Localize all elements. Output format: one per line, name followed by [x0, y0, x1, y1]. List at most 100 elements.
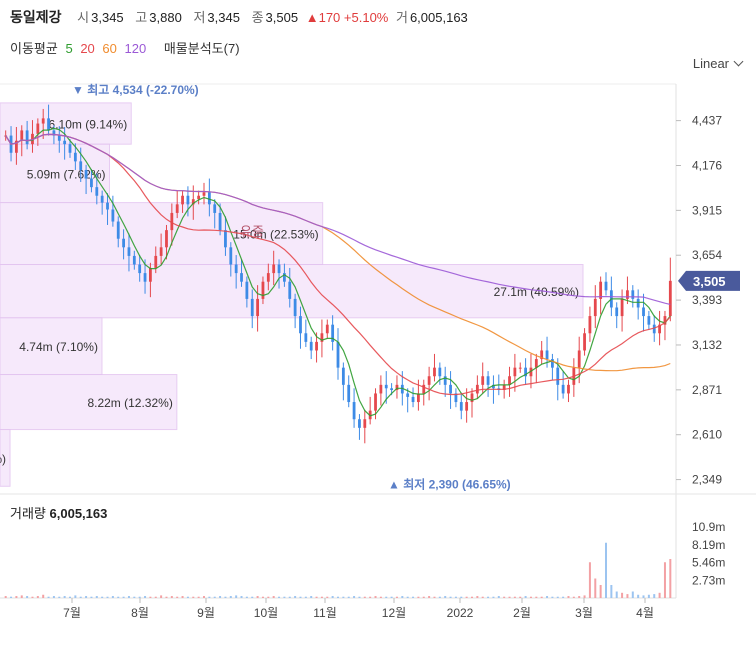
close-value: 3,505 [265, 10, 299, 25]
volume-bar [69, 596, 71, 598]
volume-bar [669, 559, 672, 598]
candle-body [626, 290, 629, 299]
volume-bar [31, 596, 34, 598]
volume-tick-label: 2.73m [692, 573, 725, 587]
candle-body [293, 298, 297, 317]
last-price-value: 3,505 [693, 274, 726, 289]
candle-body [529, 367, 533, 377]
candle-body [299, 316, 302, 334]
candle-body [41, 118, 45, 124]
price-tick-label: 3,915 [692, 203, 722, 217]
volume-bar [583, 595, 586, 598]
candle-body [234, 264, 238, 274]
volume-profile-label: 8.22m (12.32%) [87, 396, 172, 410]
volume-bar [315, 596, 318, 598]
volume-bar [438, 596, 441, 598]
volume-profile-label: 4.74m (7.10%) [19, 340, 98, 354]
volume-bar [653, 594, 656, 598]
volume-bar [63, 596, 66, 598]
volume-bar [160, 595, 163, 598]
candle-body [191, 199, 195, 205]
candle-body [427, 376, 431, 385]
candle-body [186, 195, 190, 205]
candle-body [593, 298, 597, 317]
volume-bar [138, 596, 141, 598]
volume-bar [256, 596, 259, 598]
candle-body [207, 192, 211, 205]
candle-body [197, 195, 201, 200]
candle-body [331, 324, 335, 342]
volume-bar [320, 596, 323, 598]
candle-body [631, 290, 635, 299]
time-tick-label: 8월 [131, 606, 149, 620]
volume-bar [663, 562, 666, 598]
candle-body [20, 130, 24, 141]
min-price-label: ▲ 최저 2,390 (46.65%) [388, 477, 511, 492]
volume-bar [406, 596, 409, 598]
candle-body [245, 281, 249, 299]
volume-bar [95, 596, 98, 598]
volume-bar [165, 596, 168, 598]
volume-bar [487, 596, 490, 598]
candle-body [73, 152, 77, 162]
candle-body [57, 135, 61, 141]
volume-bar [224, 596, 227, 598]
volume-bar [288, 596, 291, 598]
candle-body [240, 273, 243, 282]
volume-bar [417, 596, 420, 598]
volume-bar [15, 596, 18, 598]
volume-bar [524, 596, 527, 598]
volume-bar [444, 596, 447, 598]
scale-label: Linear [692, 56, 729, 71]
volume-bar [422, 596, 425, 598]
candle-body [25, 130, 29, 145]
volume-bar [261, 596, 264, 598]
volume-bar [588, 562, 591, 598]
candle-body [486, 376, 490, 385]
volume-bar [610, 585, 613, 598]
volume-bar [594, 578, 597, 598]
candle-body [604, 281, 608, 291]
moving-average-legend[interactable]: 이동평균 5 20 60 120 매물분석도(7) [10, 38, 240, 57]
candle-body [36, 123, 40, 134]
time-tick-label: 11월 [313, 606, 337, 620]
candle-body [154, 255, 158, 268]
candle-body [615, 307, 619, 317]
volume-bar [240, 596, 243, 598]
volume-bar [433, 596, 436, 598]
volume-bar [513, 596, 516, 598]
candle-body [90, 178, 93, 188]
candle-body [106, 202, 109, 210]
ma-label: 이동평균 [10, 41, 58, 56]
candle-body [218, 212, 222, 231]
open-value: 3,345 [91, 10, 124, 25]
volume-bar [203, 596, 205, 598]
candle-body [561, 384, 565, 394]
volume-bar [390, 596, 393, 598]
volume-bar [605, 542, 607, 598]
volume-bar [449, 596, 452, 598]
volume-bar [90, 596, 93, 598]
candle-body [406, 393, 410, 397]
volume-bar [299, 596, 302, 598]
candle-body [379, 384, 383, 394]
candle-body [363, 419, 367, 428]
volume-tick-label: 5.46m [692, 556, 725, 570]
volume-bar [476, 596, 479, 598]
candle-body [459, 402, 463, 411]
volume-bar [363, 596, 366, 598]
volume-panel-value: 6,005,163 [49, 506, 108, 521]
time-tick-label: 9월 [197, 606, 215, 620]
volume-profile-bar [0, 264, 584, 319]
candle-body [250, 298, 254, 317]
volume-bar [337, 596, 339, 598]
scale-dropdown[interactable]: Linear [692, 56, 744, 71]
volume-label: 거 [395, 10, 408, 25]
candle-body [47, 118, 50, 131]
volume-bar [85, 596, 88, 598]
volume-bar [47, 596, 50, 598]
candle-body [202, 192, 206, 196]
candle-body [422, 384, 426, 394]
volume-bar [144, 596, 147, 598]
